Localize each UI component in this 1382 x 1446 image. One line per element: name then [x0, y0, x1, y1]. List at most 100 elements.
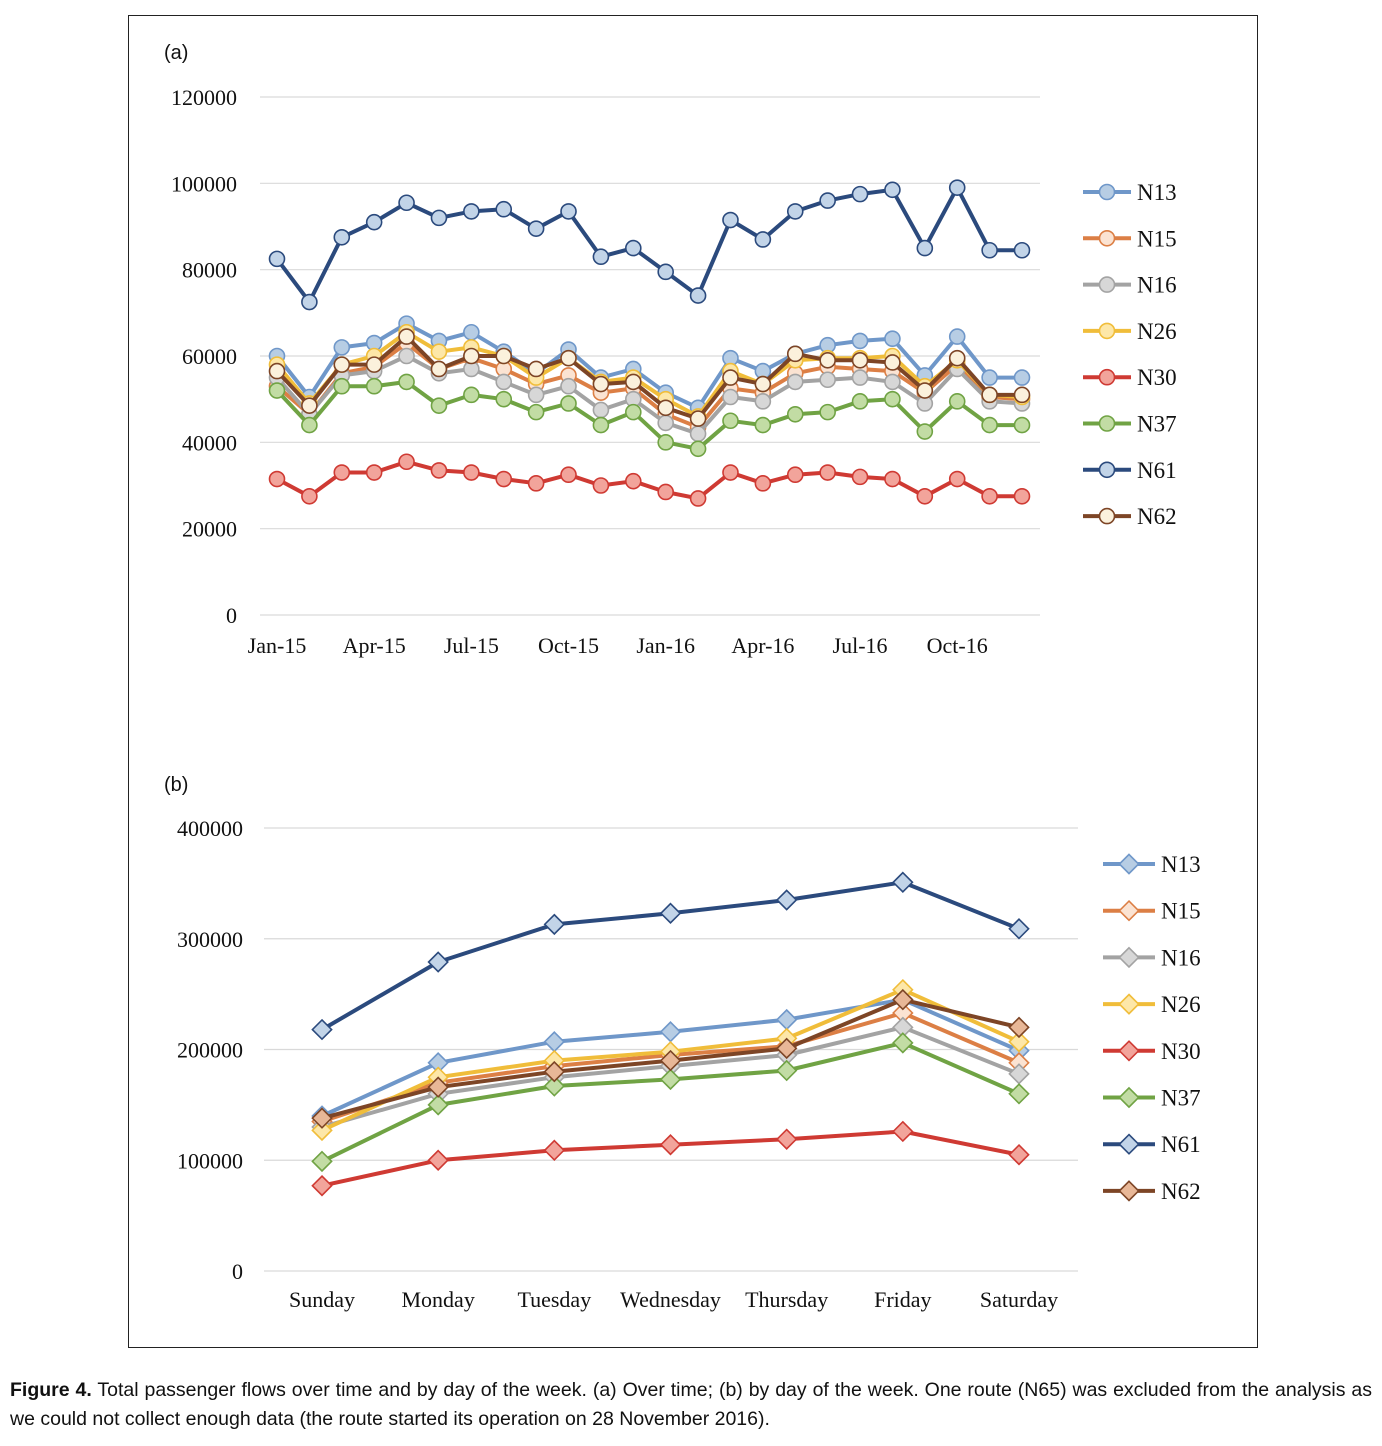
data-point-n61-12 [657, 263, 674, 281]
data-point-n30-17 [819, 464, 836, 481]
data-point-n37-6 [1008, 1083, 1030, 1105]
legend-label-n15: N15 [1137, 226, 1177, 251]
data-point-n16-17 [819, 371, 836, 389]
data-point-n37-16 [786, 405, 804, 423]
x-tick-label-oct-16: Oct-16 [927, 633, 988, 658]
data-point-n16-4 [398, 347, 415, 365]
data-point-n13-4 [775, 1008, 798, 1031]
x-tick-label-tuesday: Tuesday [517, 1287, 591, 1312]
caption-label: Figure 4. [10, 1379, 92, 1401]
panel-a-series [268, 179, 1031, 507]
y-tick-label-0: 0 [232, 1259, 243, 1284]
legend-marker-n30 [1098, 368, 1116, 386]
panel-b-gridlines [264, 827, 1078, 1272]
data-point-n61-7 [495, 200, 513, 218]
legend-marker-n26 [1118, 993, 1140, 1015]
data-point-n16-16 [786, 373, 804, 391]
data-point-n61-4 [775, 889, 798, 911]
data-point-n62-2 [333, 356, 351, 373]
legend-marker-n13 [1098, 183, 1116, 201]
legend-entry-n26: N26 [1083, 319, 1177, 344]
legend-label-n61: N61 [1161, 1132, 1201, 1157]
data-point-n13-18 [851, 332, 869, 350]
y-tick-label-300000: 300000 [177, 927, 243, 952]
data-point-n61-20 [916, 239, 934, 257]
x-tick-label-oct-15: Oct-15 [538, 633, 599, 658]
data-point-n61-2 [333, 228, 351, 246]
series-n37 [268, 373, 1031, 458]
data-point-n30-1 [427, 1149, 449, 1171]
series-n30 [268, 453, 1031, 507]
data-point-n30-2 [333, 464, 351, 481]
data-point-n37-1 [301, 416, 318, 434]
panel-a-legend: N13 N15 N16 N26 N30 N37 N61 N62 [1083, 180, 1177, 529]
data-point-n30-4 [398, 453, 415, 471]
data-point-n13-21 [948, 328, 966, 345]
data-point-n30-5 [892, 1120, 914, 1143]
data-point-n37-10 [592, 416, 610, 434]
data-point-n61-9 [560, 203, 577, 220]
x-tick-label-jul-15: Jul-15 [444, 633, 499, 658]
data-point-n13-23 [1013, 369, 1031, 386]
data-point-n37-8 [527, 403, 545, 421]
data-point-n30-7 [495, 470, 513, 488]
data-point-n61-1 [301, 293, 318, 311]
legend-marker-n62 [1118, 1180, 1140, 1202]
y-tick-label-100000: 100000 [177, 1148, 243, 1173]
data-point-n16-9 [560, 377, 577, 395]
data-point-n62-11 [625, 373, 642, 391]
data-point-n62-18 [851, 352, 869, 369]
data-point-n62-7 [495, 347, 513, 365]
x-tick-label-jul-16: Jul-16 [833, 633, 888, 658]
data-point-n16-19 [884, 373, 901, 391]
data-point-n37-0 [268, 382, 286, 399]
data-point-n62-0 [268, 362, 286, 380]
data-point-n62-10 [592, 375, 610, 393]
data-point-n62-4 [398, 328, 415, 345]
data-point-n30-10 [592, 477, 610, 494]
data-point-n61-19 [884, 181, 901, 199]
data-point-n37-3 [659, 1068, 682, 1091]
y-tick-label-0: 0 [226, 603, 237, 628]
x-tick-label-wednesday: Wednesday [620, 1287, 721, 1312]
panel-a-x-tick-labels: Jan-15 Apr-15 Jul-15 Oct-15 Jan-16 Apr-16 Jul-… [248, 633, 988, 658]
data-point-n37-19 [884, 390, 901, 408]
panel-b-legend: N13 N15 N16 N26 N30 N37 N61 N62 [1103, 852, 1201, 1204]
legend-marker-n61 [1098, 461, 1116, 479]
x-tick-label-sunday: Sunday [289, 1287, 355, 1312]
data-point-n62-15 [754, 375, 772, 393]
series-n37 [311, 1032, 1030, 1173]
legend-entry-n26: N26 [1103, 992, 1201, 1017]
data-point-n30-20 [916, 487, 934, 505]
data-point-n37-5 [430, 397, 448, 414]
legend-entry-n16: N16 [1103, 945, 1201, 970]
y-tick-label-80000: 80000 [182, 258, 237, 283]
legend-marker-n61 [1118, 1133, 1140, 1155]
data-point-n61-8 [527, 220, 545, 237]
data-point-n61-10 [592, 248, 610, 266]
data-point-n37-20 [916, 423, 934, 440]
data-point-n61-11 [625, 239, 642, 257]
data-point-n61-3 [365, 213, 383, 231]
legend-marker-n15 [1098, 230, 1116, 247]
data-point-n61-22 [981, 241, 998, 259]
data-point-n30-3 [365, 464, 383, 481]
y-tick-label-120000: 120000 [171, 85, 237, 110]
data-point-n30-3 [659, 1134, 682, 1156]
data-point-n30-5 [430, 462, 448, 479]
data-point-n61-0 [268, 250, 286, 268]
data-point-n62-5 [430, 360, 448, 378]
data-point-n26-5 [430, 343, 448, 360]
x-tick-label-saturday: Saturday [980, 1287, 1058, 1312]
series-line-n30 [276, 459, 1022, 501]
legend-label-n16: N16 [1161, 945, 1201, 970]
data-point-n30-15 [754, 475, 772, 492]
data-point-n37-2 [333, 377, 351, 395]
data-point-n13-22 [981, 369, 998, 386]
legend-entry-n61: N61 [1103, 1132, 1201, 1157]
legend-label-n37: N37 [1137, 412, 1177, 437]
data-point-n30-13 [689, 490, 707, 507]
data-point-n62-21 [948, 349, 966, 367]
data-point-n62-1 [301, 397, 318, 414]
data-point-n13-3 [659, 1021, 682, 1043]
